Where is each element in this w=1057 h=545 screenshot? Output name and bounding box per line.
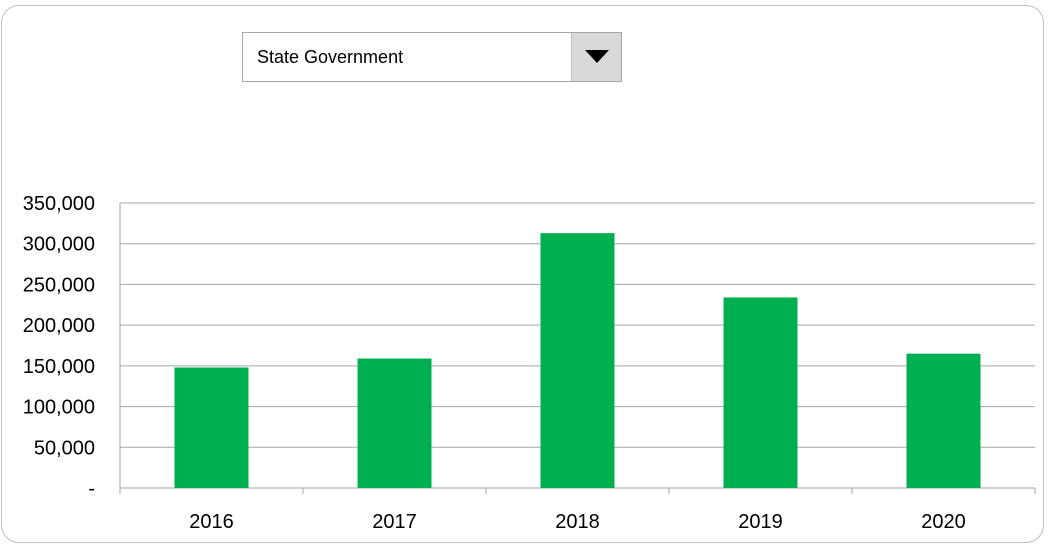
y-tick-label: 50,000 [34,437,95,459]
x-tick-label: 2019 [738,511,783,533]
y-tick-label: 200,000 [23,315,95,337]
dropdown-button[interactable] [571,33,621,81]
x-tick-label: 2017 [372,511,417,533]
bar-2016 [174,367,249,488]
x-tick-label: 2020 [921,511,966,533]
bar-2019 [723,297,798,488]
y-tick-label: - [88,478,95,500]
dropdown-selected-value: State Government [257,47,404,67]
category-dropdown[interactable]: State Government [242,32,622,82]
y-tick-label: 350,000 [23,193,95,215]
x-tick-label: 2016 [189,511,234,533]
bar-2018 [540,233,615,488]
bar-2017 [357,358,432,488]
y-tick-label: 300,000 [23,234,95,256]
bar-2020 [906,353,981,488]
dropdown-arrow-icon [585,50,609,63]
x-tick-label: 2018 [555,511,600,533]
y-tick-label: 150,000 [23,356,95,378]
y-tick-label: 250,000 [23,274,95,296]
y-tick-label: 100,000 [23,397,95,419]
